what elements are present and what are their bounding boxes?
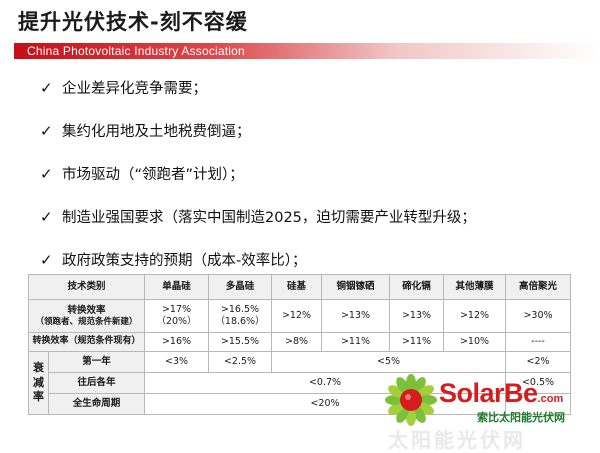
table-row: 转换效率 （领跑者、规范条件新建） >17% （20%） >16.5% （18.… [28, 299, 571, 333]
bullet-text: 企业差异化竞争需要； [62, 81, 207, 97]
checkmark-icon: ✓ [40, 78, 53, 97]
table-row: 衰 减 率 第一年 <3% <2.5% <5% <2% [28, 351, 571, 415]
bullet-text: 政府政策支持的预期（成本-效率比）； [62, 253, 307, 269]
table-header-row: 技术类别 单晶硅 多晶硅 硅基 铜铟镓硒 碲化镉 其他薄膜 高倍聚光 [28, 274, 571, 300]
org-name: China Photovoltaic Industry Association [27, 44, 245, 58]
checkmark-icon: ✓ [40, 164, 53, 183]
table-cell: <2.5% [208, 351, 272, 373]
slide-title: 提升光伏技术-刻不容缓 [18, 10, 248, 34]
table-cell: >13% [389, 299, 444, 333]
table-cell-empty [505, 393, 571, 415]
org-banner: China Photovoltaic Industry Association [14, 43, 600, 59]
table-row: 转换效率（规范条件现有） >16% >15.5% >8% >11% >11% >… [28, 332, 571, 352]
bullet-item: ✓ 市场驱动（“领跑者”计划）； [40, 152, 600, 195]
checkmark-icon: ✓ [40, 250, 53, 269]
table-cell: >15.5% [208, 332, 272, 352]
table-cell: <3% [144, 351, 209, 373]
checkmark-icon: ✓ [40, 207, 53, 226]
header-cigs: 铜铟镓硒 [321, 274, 390, 300]
table-row: 往后各年 <0.7% <0.5% [29, 372, 571, 394]
table-cell: ---- [505, 332, 571, 352]
table-cell: >8% [271, 332, 322, 352]
checkmark-icon: ✓ [40, 121, 53, 140]
table-cell: >13% [321, 299, 390, 333]
header-cpv: 高倍聚光 [505, 274, 571, 300]
table-cell: <2% [505, 351, 571, 373]
header-tech-category: 技术类别 [28, 274, 145, 300]
bullet-text: 市场驱动（“领跑者”计划）； [62, 167, 244, 183]
header-cdte: 碲化镉 [389, 274, 444, 300]
bullet-text: 制造业强国要求（落实中国制造2025，迫切需要产业转型升级； [62, 210, 476, 226]
row-label-lifetime: 全生命周期 [48, 393, 145, 415]
row-label-first-year: 第一年 [48, 351, 145, 373]
table-cell: >12% [443, 299, 506, 333]
row-label-later-years: 往后各年 [48, 372, 145, 394]
bullet-list: ✓ 企业差异化竞争需要； ✓ 集约化用地及土地税费倒逼； ✓ 市场驱动（“领跑者… [40, 66, 600, 281]
logo-brand: SolarBe.com [439, 378, 564, 408]
table-cell: >12% [271, 299, 322, 333]
header-si-thin: 硅基 [271, 274, 322, 300]
header-mono-si: 单晶硅 [144, 274, 209, 300]
decay-rate-side-label: 衰 减 率 [28, 351, 49, 415]
bullet-item: ✓ 企业差异化竞争需要； [40, 66, 600, 109]
watermark-text: 太阳能光伏网 [388, 428, 526, 452]
header-poly-si: 多晶硅 [208, 274, 272, 300]
bullet-item: ✓ 集约化用地及土地税费倒逼； [40, 109, 600, 152]
row-label-efficiency-existing: 转换效率（规范条件现有） [28, 332, 145, 352]
logo-tagline: 索比太阳能光伏网 [477, 411, 565, 424]
row-label-efficiency-new: 转换效率 （领跑者、规范条件新建） [28, 299, 145, 333]
table-cell: <5% [271, 351, 506, 373]
sunflower-icon [385, 374, 437, 426]
table-cell: >11% [389, 332, 444, 352]
solarbe-logo: SolarBe.com 索比太阳能光伏网 [383, 372, 593, 430]
header-other-thin: 其他薄膜 [443, 274, 506, 300]
bullet-item: ✓ 制造业强国要求（落实中国制造2025，迫切需要产业转型升级； [40, 195, 600, 238]
table-cell: >11% [321, 332, 390, 352]
table-cell: >17% （20%） [144, 299, 209, 333]
table-cell: >10% [443, 332, 506, 352]
table-cell: >16.5% （18.6%） [208, 299, 272, 333]
table-cell: >16% [144, 332, 209, 352]
bullet-text: 集约化用地及土地税费倒逼； [62, 124, 251, 140]
table-cell: >30% [505, 299, 571, 333]
bullet-item: ✓ 政府政策支持的预期（成本-效率比）； [40, 238, 600, 281]
